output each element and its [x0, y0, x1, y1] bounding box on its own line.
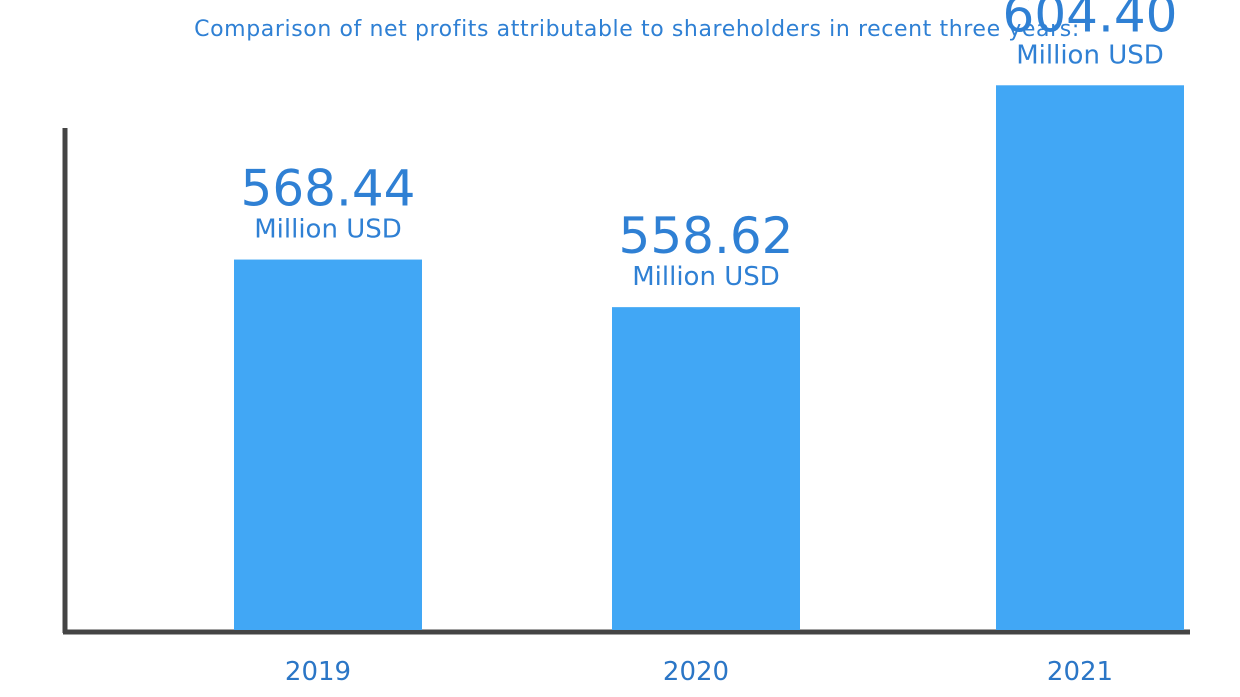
unit-label-2020: Million USD	[632, 262, 780, 292]
x-tick-label-2021: 2021	[1047, 657, 1113, 687]
x-tick-label-2020: 2020	[663, 657, 729, 687]
x-tick-label-2019: 2019	[285, 657, 351, 687]
unit-label-2019: Million USD	[254, 215, 402, 245]
bar-2021	[996, 85, 1184, 631]
bars-group	[234, 85, 1184, 631]
x-tick-labels-group: 2019 2020 2021	[285, 657, 1113, 687]
chart-title: Comparison of net profits attributable t…	[194, 17, 1080, 42]
bar-2020	[612, 307, 800, 630]
bar-2019	[234, 259, 422, 630]
value-label-2020: 558.62	[619, 207, 794, 265]
unit-label-2021: Million USD	[1016, 40, 1164, 70]
value-label-2021: 604.40	[1003, 0, 1178, 43]
value-label-2019: 568.44	[241, 160, 416, 218]
